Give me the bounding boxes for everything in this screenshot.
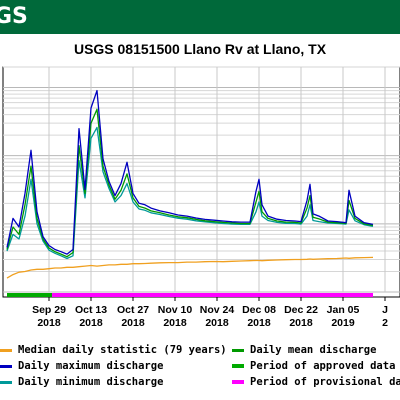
legend-label-minimum: Daily minimum discharge bbox=[18, 376, 164, 388]
legend-item-provisional: Period of provisional data bbox=[232, 376, 400, 388]
x-tick-label-3: Nov 10 bbox=[158, 304, 193, 316]
legend-swatch-approved bbox=[232, 364, 244, 368]
x-tick-label-2: Oct 27 bbox=[117, 304, 149, 316]
series-line-daily-maximum-discharge bbox=[6, 89, 374, 255]
legend-item-approved: Period of approved data bbox=[232, 360, 395, 372]
x-tick-year-1: 2018 bbox=[79, 317, 103, 329]
x-tick-year-2: 2018 bbox=[121, 317, 145, 329]
banner-logo-text: GS bbox=[0, 4, 28, 29]
x-tick-label-7: Jan 05 bbox=[327, 304, 360, 316]
legend-swatch-minimum bbox=[0, 380, 12, 384]
legend-swatch-maximum bbox=[0, 364, 12, 368]
legend-swatch-provisional bbox=[232, 380, 244, 384]
series-layer bbox=[6, 89, 374, 279]
x-tick-year-5: 2018 bbox=[247, 317, 271, 329]
x-tick-year-6: 2018 bbox=[289, 317, 313, 329]
legend-label-approved: Period of approved data bbox=[250, 360, 396, 372]
x-tick-year-8: 2 bbox=[382, 317, 388, 329]
legend-label-mean: Daily mean discharge bbox=[250, 344, 377, 356]
provisional-data-bar bbox=[52, 293, 373, 297]
x-tick-year-3: 2018 bbox=[163, 317, 187, 329]
legend-label-maximum: Daily maximum discharge bbox=[18, 360, 164, 372]
x-tick-year-7: 2019 bbox=[331, 317, 355, 329]
series-line-daily-mean-discharge bbox=[6, 108, 374, 258]
legend-label-provisional: Period of provisional data bbox=[250, 376, 400, 388]
x-tick-label-5: Dec 08 bbox=[242, 304, 276, 316]
legend-item-minimum: Daily minimum discharge bbox=[0, 376, 163, 388]
approved-data-bar bbox=[7, 293, 52, 297]
legend: Median daily statistic (79 years) Daily … bbox=[0, 340, 400, 400]
legend-swatch-mean bbox=[232, 348, 244, 352]
x-tick-year-4: 2018 bbox=[205, 317, 229, 329]
grid-layer bbox=[3, 66, 400, 293]
legend-item-maximum: Daily maximum discharge bbox=[0, 360, 163, 372]
x-tick-label-1: Oct 13 bbox=[75, 304, 107, 316]
series-line-daily-minimum-discharge bbox=[6, 126, 374, 260]
legend-label-median: Median daily statistic (79 years) bbox=[18, 344, 227, 356]
legend-item-mean: Daily mean discharge bbox=[232, 344, 376, 356]
chart-title: USGS 08151500 Llano Rv at Llano, TX bbox=[73, 41, 327, 57]
x-tick-label-6: Dec 22 bbox=[284, 304, 318, 316]
x-tick-label-4: Nov 24 bbox=[200, 304, 235, 316]
usgs-banner: GS bbox=[0, 0, 400, 34]
approval-bar bbox=[7, 293, 373, 297]
series-line-median-daily-statistic-79-years bbox=[6, 256, 374, 279]
legend-item-median: Median daily statistic (79 years) bbox=[0, 344, 227, 356]
x-tick-label-8: J bbox=[382, 304, 388, 316]
x-tick-label-0: Sep 29 bbox=[32, 304, 66, 316]
legend-swatch-median bbox=[0, 348, 12, 352]
x-tick-year-0: 2018 bbox=[37, 317, 61, 329]
